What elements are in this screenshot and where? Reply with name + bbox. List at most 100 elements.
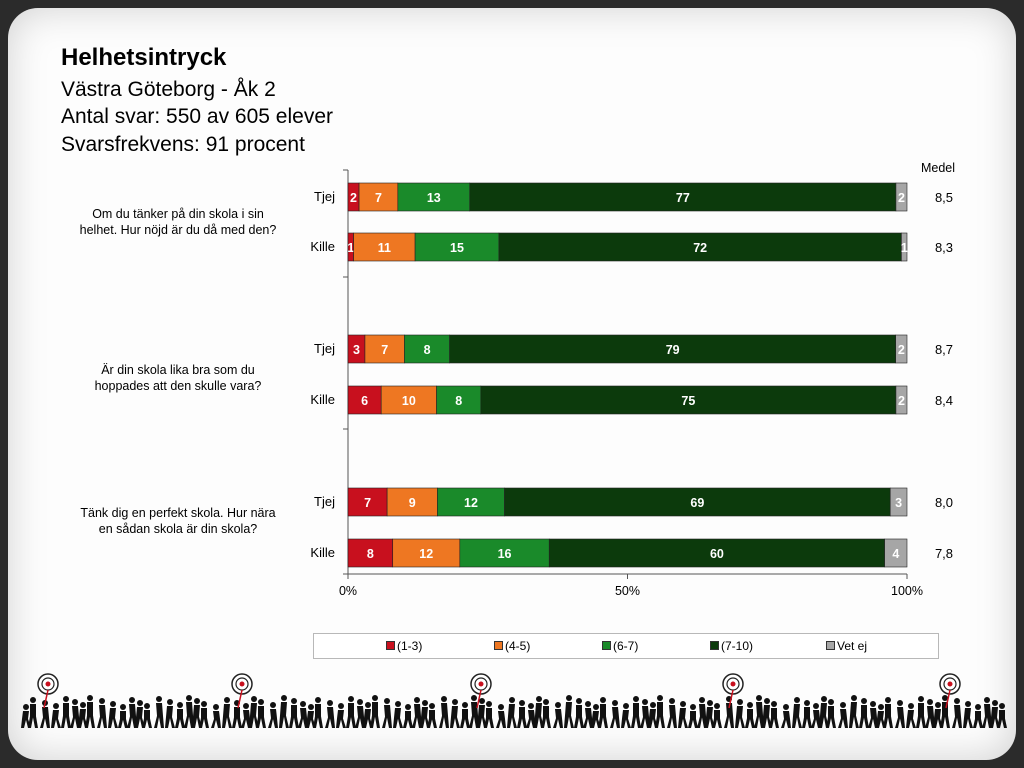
person-head: [63, 696, 69, 702]
data-label: 8: [424, 343, 431, 357]
person-silhouette: [40, 707, 50, 728]
person-silhouette: [232, 707, 242, 728]
bar-segment: [504, 487, 891, 517]
person-silhouette: [724, 703, 734, 728]
person-head: [633, 696, 639, 702]
person-silhouette: [973, 711, 983, 728]
data-label: 2: [898, 343, 905, 357]
person-head: [281, 695, 287, 701]
person-silhouette: [621, 710, 631, 728]
person-head: [878, 704, 884, 710]
row-label: Tjej: [314, 341, 335, 356]
person-silhouette: [667, 705, 677, 728]
question-2: Är din skola lika bra som du hoppades at…: [94, 363, 262, 393]
person-silhouette: [553, 709, 563, 728]
person-silhouette: [990, 707, 1000, 728]
person-head: [756, 695, 762, 701]
person-head: [714, 703, 720, 709]
target-center-icon: [730, 681, 736, 687]
data-label: 69: [690, 496, 704, 510]
target-pin-icon: [945, 689, 951, 709]
person-head: [566, 695, 572, 701]
person-head: [186, 695, 192, 701]
data-label: 79: [666, 343, 680, 357]
person-silhouette: [507, 704, 517, 728]
person-head: [927, 699, 933, 705]
data-label: 8: [367, 547, 374, 561]
person-head: [462, 702, 468, 708]
person-silhouette: [859, 705, 869, 728]
person-silhouette: [142, 710, 152, 728]
person-head: [338, 703, 344, 709]
person-head: [30, 697, 36, 703]
person-silhouette: [705, 707, 715, 728]
data-label: 2: [350, 191, 357, 205]
legend-label: (4-5): [505, 639, 531, 653]
person-silhouette: [439, 703, 449, 728]
person-head: [327, 700, 333, 706]
person-silhouette: [249, 703, 259, 728]
person-silhouette: [61, 703, 71, 728]
data-label: 7: [364, 496, 371, 510]
person-silhouette: [175, 709, 185, 728]
people-silhouette-decoration: [21, 673, 1007, 728]
bar-segment: [884, 538, 908, 568]
person-silhouette: [697, 704, 707, 728]
person-head: [965, 701, 971, 707]
person-head: [821, 696, 827, 702]
person-silhouette: [450, 706, 460, 728]
person-silhouette: [534, 703, 544, 728]
person-silhouette: [97, 705, 107, 728]
person-head: [935, 702, 941, 708]
person-silhouette: [517, 707, 527, 728]
person-silhouette: [895, 707, 905, 728]
person-head: [194, 698, 200, 704]
person-head: [642, 699, 648, 705]
person-head: [737, 699, 743, 705]
bar-segment: [498, 232, 902, 262]
person-silhouette: [346, 703, 356, 728]
person-silhouette: [51, 710, 61, 728]
person-silhouette: [655, 702, 665, 728]
legend-item-4-5: (4-5): [494, 639, 530, 653]
person-silhouette: [819, 703, 829, 728]
person-silhouette: [192, 705, 202, 728]
target-center-icon: [239, 681, 245, 687]
target-center-icon: [478, 681, 484, 687]
data-label: 10: [402, 394, 416, 408]
person-silhouette: [678, 708, 688, 728]
person-silhouette: [564, 702, 574, 728]
person-head: [129, 697, 135, 703]
person-silhouette: [256, 706, 266, 728]
medel-value: 8,0: [935, 495, 953, 510]
person-silhouette: [460, 709, 470, 728]
person-head: [384, 698, 390, 704]
person-head: [251, 696, 257, 702]
person-silhouette: [184, 702, 194, 728]
person-silhouette: [906, 710, 916, 728]
person-head: [897, 700, 903, 706]
crowd-group: [21, 695, 1007, 728]
person-head: [794, 697, 800, 703]
legend-item-vet-ej: Vet ej: [826, 639, 867, 653]
person-silhouette: [313, 704, 323, 728]
person-silhouette: [70, 706, 80, 728]
person-silhouette: [963, 708, 973, 728]
legend-label: (6-7): [613, 639, 639, 653]
person-head: [623, 703, 629, 709]
person-silhouette: [298, 708, 308, 728]
person-head: [783, 704, 789, 710]
x-tick-label: 50%: [615, 584, 640, 598]
bar-segment: [392, 538, 461, 568]
bar-segment: [347, 538, 394, 568]
question-3: Tänk dig en perfekt skola. Hur nära en s…: [80, 506, 276, 536]
person-head: [747, 702, 753, 708]
data-label: 60: [710, 547, 724, 561]
person-silhouette: [591, 711, 601, 728]
row-label: Tjej: [314, 189, 335, 204]
bar-segment: [364, 334, 405, 364]
data-label: 77: [676, 191, 690, 205]
person-head: [528, 703, 534, 709]
person-silhouette: [849, 702, 859, 728]
legend-item-7-10: (7-10): [710, 639, 753, 653]
